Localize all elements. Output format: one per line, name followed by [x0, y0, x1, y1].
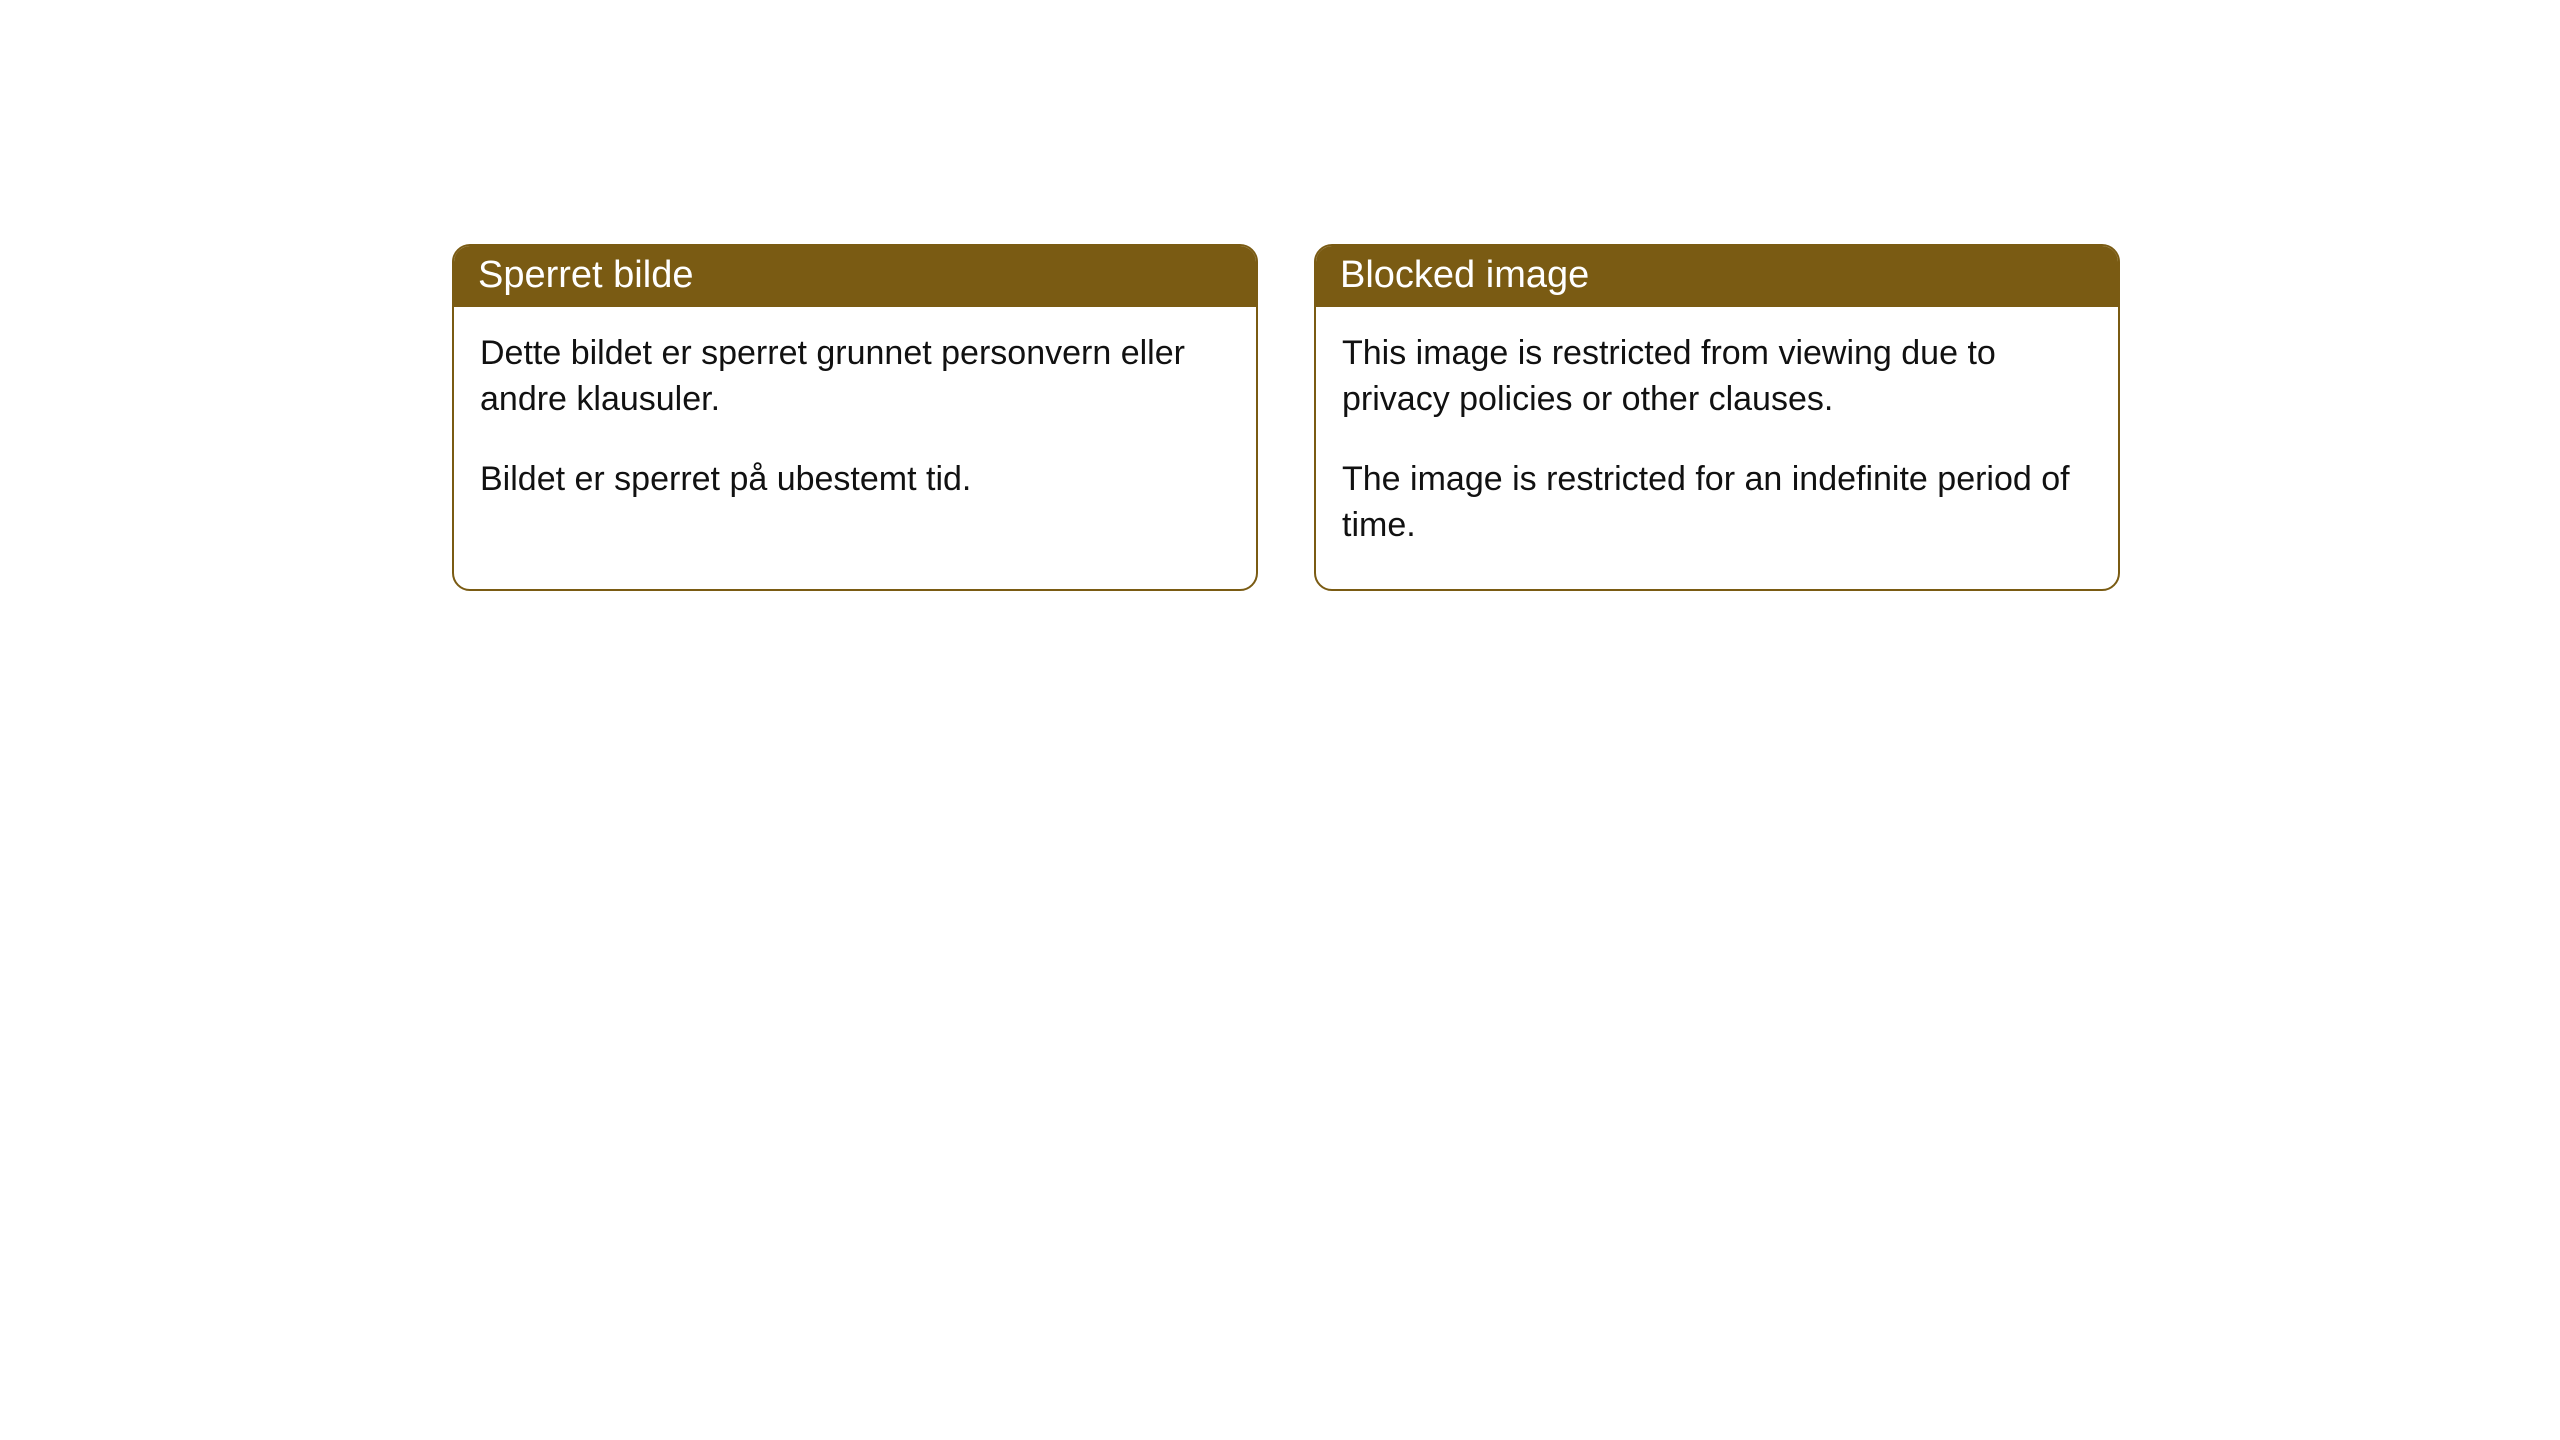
notice-paragraph: Bildet er sperret på ubestemt tid.	[480, 457, 1230, 503]
notice-paragraph: This image is restricted from viewing du…	[1342, 331, 2092, 423]
notice-paragraph: The image is restricted for an indefinit…	[1342, 457, 2092, 549]
notice-container: Sperret bilde Dette bildet er sperret gr…	[452, 244, 2560, 591]
notice-title-no: Sperret bilde	[454, 246, 1256, 307]
notice-paragraph: Dette bildet er sperret grunnet personve…	[480, 331, 1230, 423]
notice-body-en: This image is restricted from viewing du…	[1316, 307, 2118, 589]
notice-title-en: Blocked image	[1316, 246, 2118, 307]
notice-body-no: Dette bildet er sperret grunnet personve…	[454, 307, 1256, 543]
notice-card-no: Sperret bilde Dette bildet er sperret gr…	[452, 244, 1258, 591]
notice-card-en: Blocked image This image is restricted f…	[1314, 244, 2120, 591]
